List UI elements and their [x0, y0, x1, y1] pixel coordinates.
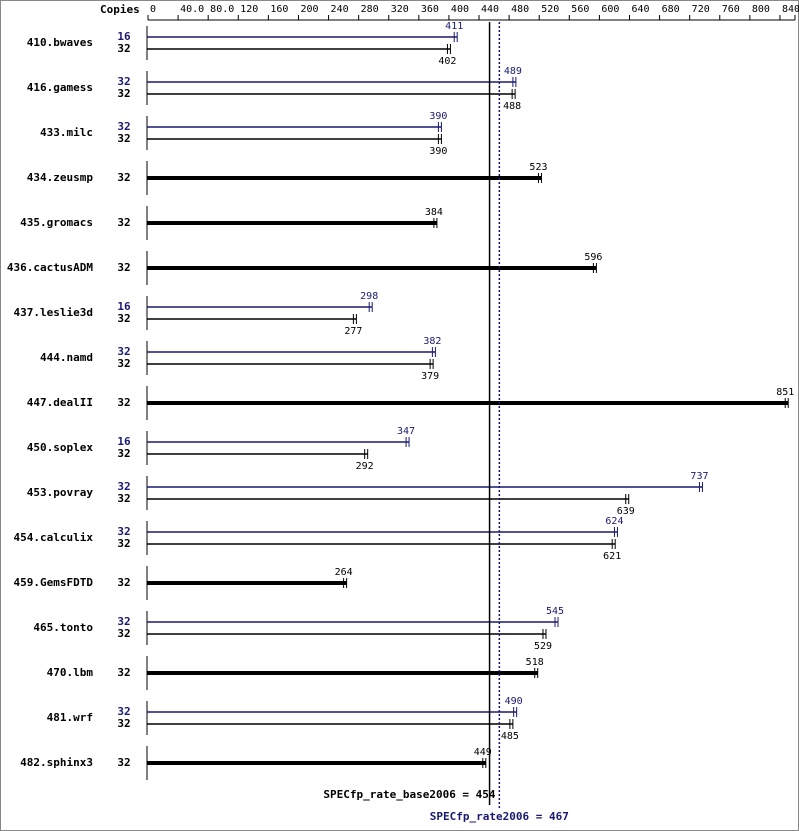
value-label: 298 [360, 291, 378, 302]
value-label: 411 [445, 21, 463, 32]
benchmark-name: 450.soplex [27, 441, 94, 454]
x-tick-label: 40.0 [180, 4, 204, 15]
value-label: 596 [584, 252, 602, 263]
value-label: 292 [356, 461, 374, 472]
x-tick-label: 280 [361, 4, 379, 15]
x-tick-label: 360 [421, 4, 439, 15]
copies-label: 32 [117, 87, 130, 100]
x-tick-label: 80.0 [210, 4, 234, 15]
benchmark-name: 447.dealII [27, 396, 93, 409]
x-tick-label: 800 [752, 4, 770, 15]
x-tick-label: 720 [692, 4, 710, 15]
x-tick-label: 480 [511, 4, 529, 15]
x-tick-label: 680 [662, 4, 680, 15]
x-tick-label: 560 [571, 4, 589, 15]
value-label: 737 [690, 471, 708, 482]
value-label: 639 [617, 506, 635, 517]
benchmark-name: 470.lbm [47, 666, 94, 679]
copies-label: 32 [117, 525, 130, 538]
copies-label: 32 [117, 627, 130, 640]
value-label: 851 [776, 387, 794, 398]
x-tick-label: 320 [391, 4, 409, 15]
benchmark-name: 459.GemsFDTD [14, 576, 94, 589]
reference-label: SPECfp_rate_base2006 = 454 [323, 788, 496, 801]
copies-label: 32 [117, 357, 130, 370]
value-label: 545 [546, 606, 564, 617]
value-label: 382 [423, 336, 441, 347]
x-tick-label: 120 [240, 4, 258, 15]
copies-label: 32 [117, 666, 130, 679]
copies-label: 32 [117, 345, 130, 358]
x-tick-label: 520 [541, 4, 559, 15]
copies-label: 32 [117, 537, 130, 550]
benchmark-name: 481.wrf [47, 711, 93, 724]
value-label: 277 [344, 326, 362, 337]
x-tick-label: 760 [722, 4, 740, 15]
copies-label: 32 [117, 705, 130, 718]
x-tick-label: 860 [797, 4, 799, 15]
copies-header: Copies [100, 3, 140, 16]
benchmark-name: 453.povray [27, 486, 94, 499]
copies-label: 32 [117, 576, 130, 589]
benchmark-name: 436.cactusADM [7, 261, 93, 274]
value-label: 518 [526, 657, 544, 668]
x-tick-label: 0 [150, 4, 156, 15]
benchmark-name: 434.zeusmp [27, 171, 94, 184]
copies-label: 32 [117, 132, 130, 145]
value-label: 390 [429, 111, 447, 122]
value-label: 264 [335, 567, 353, 578]
benchmark-name: 416.gamess [27, 81, 93, 94]
copies-label: 32 [117, 42, 130, 55]
copies-label: 32 [117, 396, 130, 409]
reference-label: SPECfp_rate2006 = 467 [430, 810, 569, 823]
x-tick-label: 160 [270, 4, 288, 15]
copies-label: 32 [117, 312, 130, 325]
copies-label: 32 [117, 492, 130, 505]
x-tick-label: 200 [300, 4, 318, 15]
x-tick-label: 240 [331, 4, 349, 15]
value-label: 402 [438, 56, 456, 67]
benchmark-name: 444.namd [40, 351, 93, 364]
copies-label: 32 [117, 216, 130, 229]
x-tick-label: 840 [782, 4, 799, 15]
copies-label: 32 [117, 75, 130, 88]
copies-label: 32 [117, 171, 130, 184]
value-label: 347 [397, 426, 415, 437]
benchmark-name: 454.calculix [14, 531, 94, 544]
value-label: 529 [534, 641, 552, 652]
copies-label: 32 [117, 615, 130, 628]
copies-label: 32 [117, 480, 130, 493]
x-tick-label: 600 [601, 4, 619, 15]
value-label: 621 [603, 551, 621, 562]
value-label: 490 [505, 696, 523, 707]
value-label: 379 [421, 371, 439, 382]
x-tick-label: 400 [451, 4, 469, 15]
value-label: 390 [429, 146, 447, 157]
benchmark-name: 437.leslie3d [14, 306, 93, 319]
benchmark-name: 465.tonto [33, 621, 93, 634]
benchmark-name: 410.bwaves [27, 36, 93, 49]
value-label: 523 [529, 162, 547, 173]
copies-label: 16 [117, 300, 131, 313]
value-label: 384 [425, 207, 443, 218]
value-label: 488 [503, 101, 521, 112]
copies-label: 32 [117, 756, 130, 769]
value-label: 485 [501, 731, 519, 742]
benchmark-name: 435.gromacs [20, 216, 93, 229]
x-tick-label: 440 [481, 4, 499, 15]
value-label: 489 [504, 66, 522, 77]
copies-label: 32 [117, 447, 130, 460]
value-label: 624 [605, 516, 623, 527]
x-tick-label: 640 [631, 4, 649, 15]
benchmark-name: 482.sphinx3 [20, 756, 93, 769]
copies-label: 32 [117, 261, 130, 274]
copies-label: 32 [117, 120, 130, 133]
copies-label: 16 [117, 30, 131, 43]
value-label: 449 [474, 747, 492, 758]
copies-label: 16 [117, 435, 131, 448]
benchmark-name: 433.milc [40, 126, 93, 139]
copies-label: 32 [117, 717, 130, 730]
